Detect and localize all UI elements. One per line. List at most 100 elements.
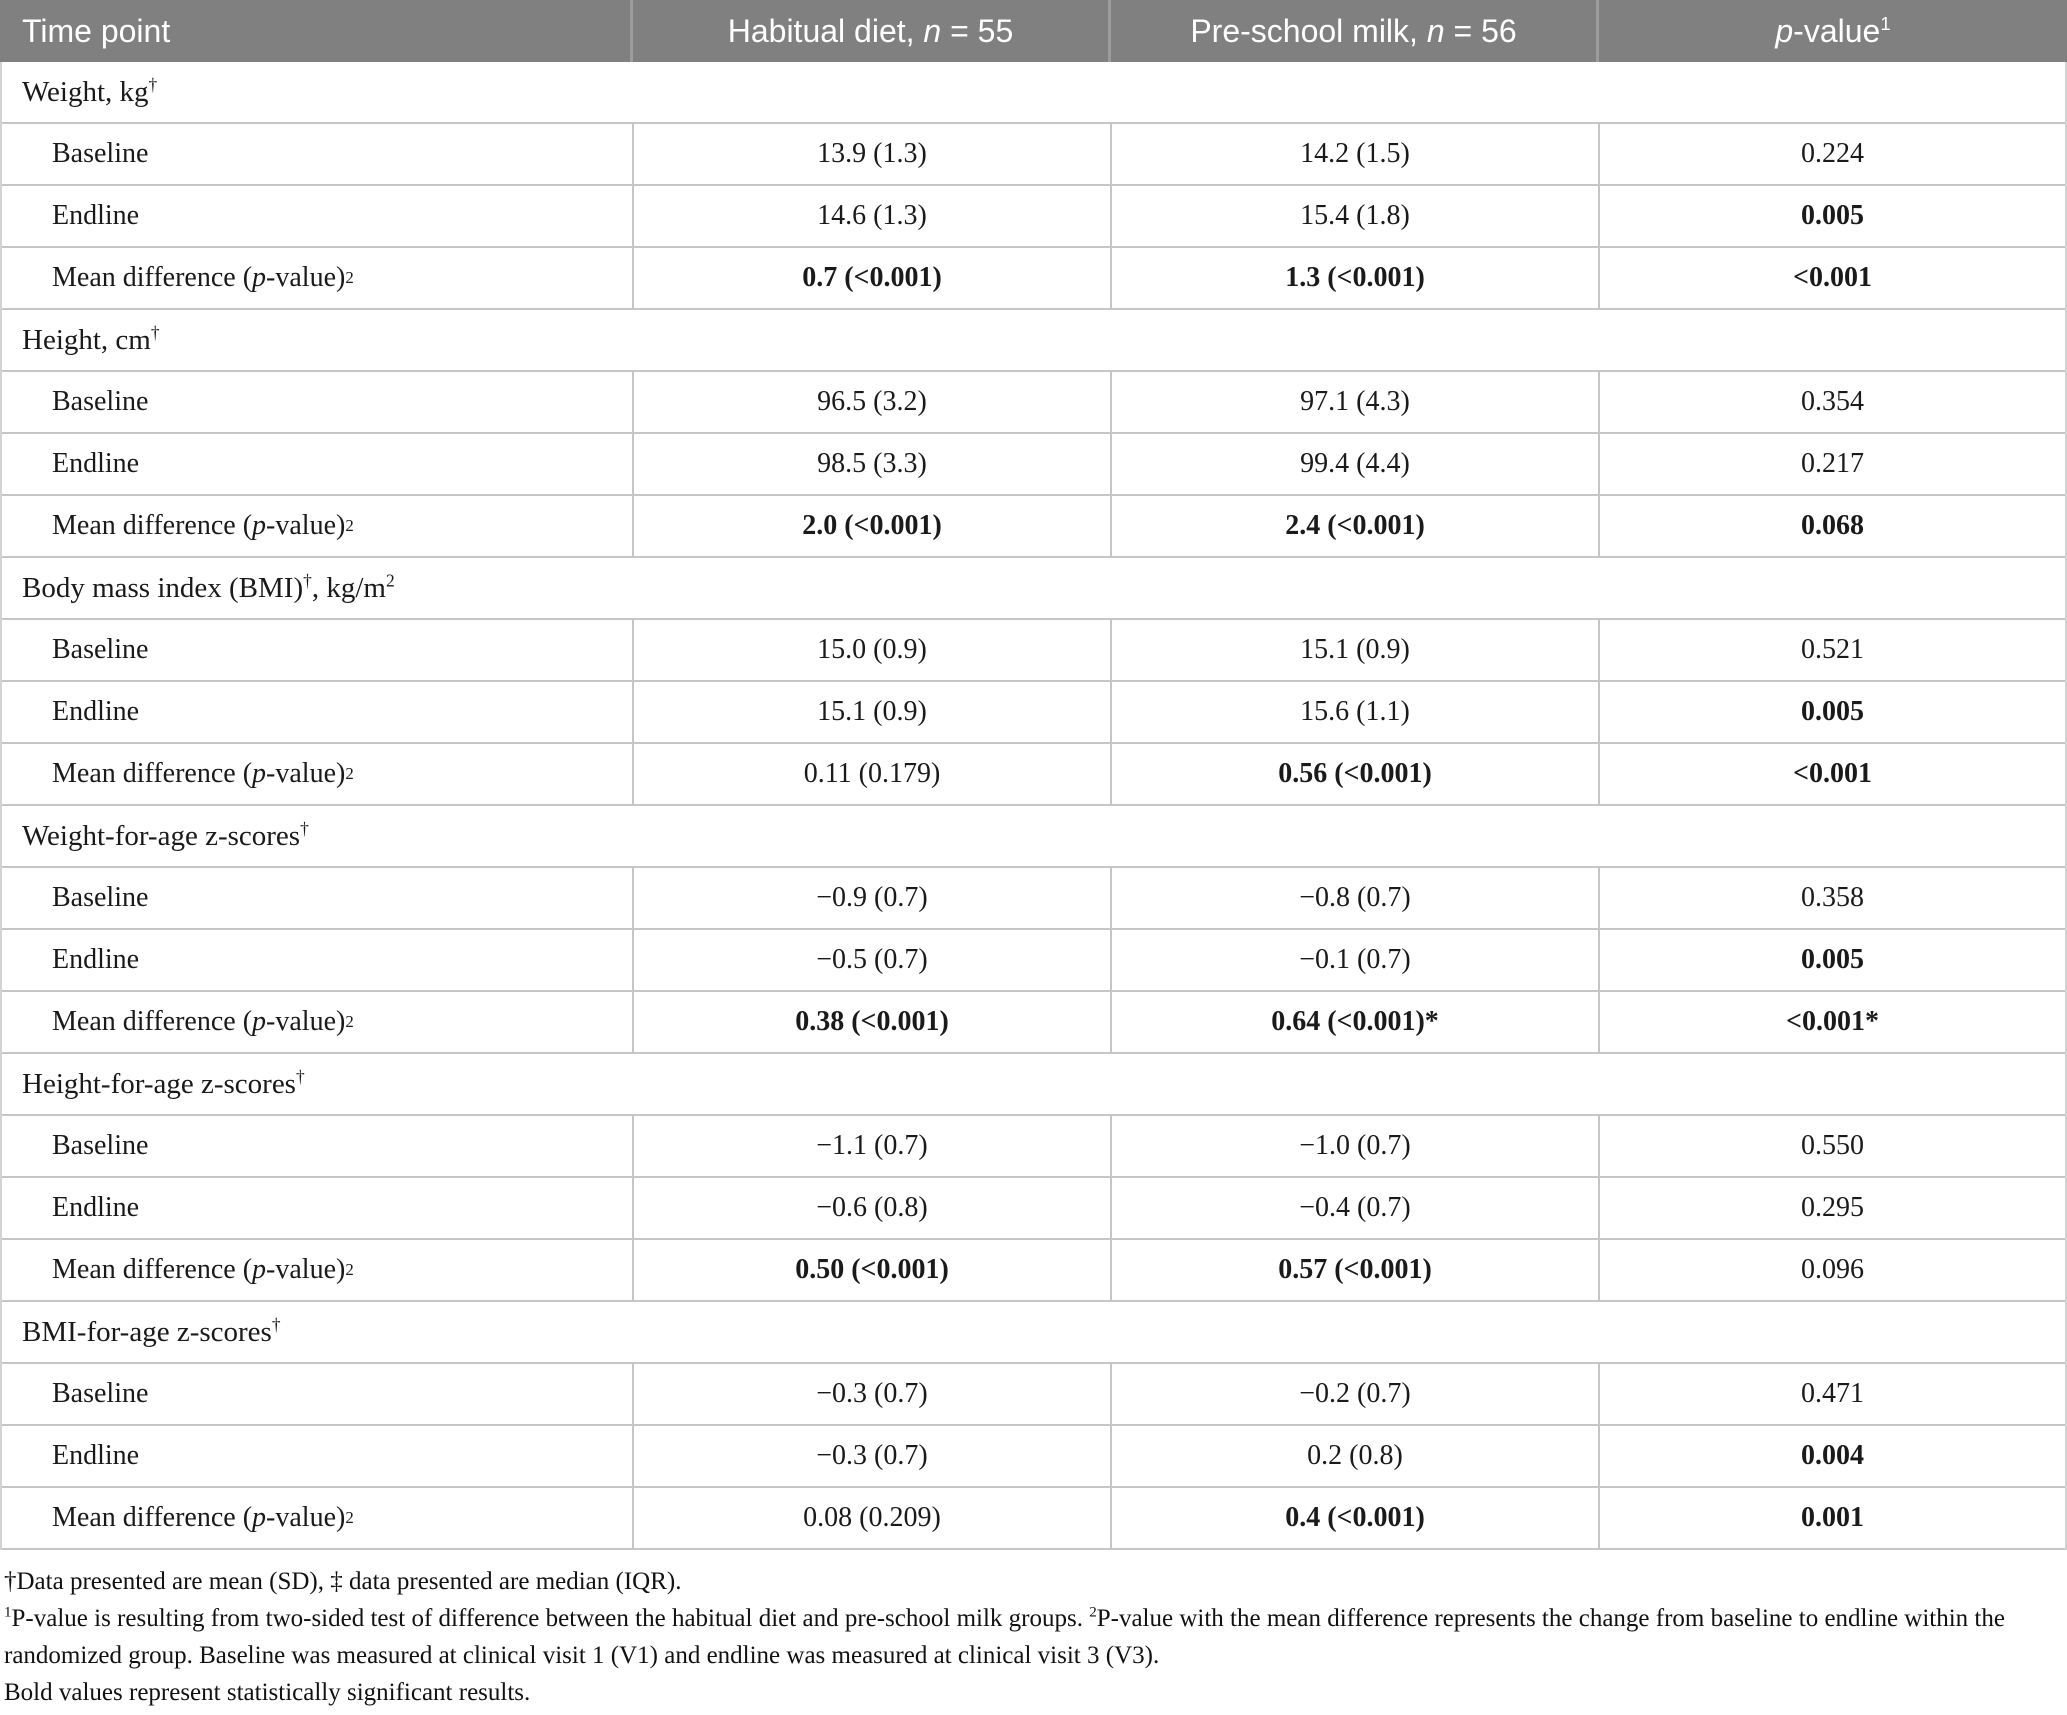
value-cell: 0.224: [1598, 124, 2065, 184]
row-label: Baseline: [52, 634, 149, 665]
table-row: Mean difference (p -value) 2 0.11 (0.179) 0.…: [2, 744, 2065, 806]
value-cell: 97.1 (4.3): [1110, 372, 1598, 432]
row-label: Endline: [52, 944, 140, 975]
value-cell: <0.001: [1598, 744, 2065, 804]
value-cell: 15.1 (0.9): [632, 682, 1110, 742]
row-label: Baseline: [52, 138, 149, 169]
value-cell: 14.6 (1.3): [632, 186, 1110, 246]
row-label: Endline: [52, 696, 140, 727]
section-header-row: Height-for-age z-scores†: [2, 1054, 2065, 1116]
value-cell: 0.64 (<0.001)*: [1110, 992, 1598, 1052]
row-label: Mean difference (p -value) 2: [52, 262, 354, 293]
table-row: Baseline −1.1 (0.7) −1.0 (0.7) 0.550: [2, 1116, 2065, 1178]
col-header-label: Time point: [22, 12, 171, 49]
table-row: Mean difference (p -value) 2 0.38 (<0.001) 0…: [2, 992, 2065, 1054]
footnote-bold-values: Bold values represent statistically sign…: [4, 1679, 531, 1706]
table-row: Endline 14.6 (1.3) 15.4 (1.8) 0.005: [2, 186, 2065, 248]
value-cell: 0.358: [1598, 868, 2065, 928]
table-row: Mean difference (p -value) 2 2.0 (<0.001) 2.…: [2, 496, 2065, 558]
value-cell: −0.2 (0.7): [1110, 1364, 1598, 1424]
table-row: Baseline −0.3 (0.7) −0.2 (0.7) 0.471: [2, 1364, 2065, 1426]
table-row: Baseline 15.0 (0.9) 15.1 (0.9) 0.521: [2, 620, 2065, 682]
table-row: Endline −0.5 (0.7) −0.1 (0.7) 0.005: [2, 930, 2065, 992]
value-cell: −0.9 (0.7): [632, 868, 1110, 928]
row-label: Endline: [52, 1192, 140, 1223]
value-cell: 0.068: [1598, 496, 2065, 556]
col-header-p-value: p-value1: [1596, 0, 2067, 62]
value-cell: 96.5 (3.2): [632, 372, 1110, 432]
table-row: Mean difference (p -value) 2 0.08 (0.209) 0.…: [2, 1488, 2065, 1550]
value-cell: 0.550: [1598, 1116, 2065, 1176]
row-label: Baseline: [52, 386, 149, 417]
value-cell: 0.005: [1598, 186, 2065, 246]
value-cell: 2.4 (<0.001): [1110, 496, 1598, 556]
table-row: Endline 98.5 (3.3) 99.4 (4.4) 0.217: [2, 434, 2065, 496]
table-row: Baseline 13.9 (1.3) 14.2 (1.5) 0.224: [2, 124, 2065, 186]
section-title: Height, cm†: [22, 321, 160, 356]
value-cell: −0.6 (0.8): [632, 1178, 1110, 1238]
value-cell: 0.521: [1598, 620, 2065, 680]
row-label: Mean difference (p -value) 2: [52, 1006, 354, 1037]
col-header-label: p-value1: [1775, 12, 1891, 49]
section-title: Weight, kg†: [22, 73, 158, 108]
value-cell: 0.471: [1598, 1364, 2065, 1424]
col-header-habitual-diet: Habitual diet, n = 55: [630, 0, 1108, 62]
table-row: Mean difference (p -value) 2 0.50 (<0.001) 0…: [2, 1240, 2065, 1302]
value-cell: −0.4 (0.7): [1110, 1178, 1598, 1238]
section-header-row: Weight-for-age z-scores†: [2, 806, 2065, 868]
section-title: Body mass index (BMI)†, kg/m2: [22, 569, 395, 604]
value-cell: 0.295: [1598, 1178, 2065, 1238]
value-cell: −0.3 (0.7): [632, 1426, 1110, 1486]
col-header-label: Habitual diet, n = 55: [727, 12, 1014, 49]
row-label: Mean difference (p -value) 2: [52, 1502, 354, 1533]
col-header-time-point: Time point: [0, 0, 630, 62]
value-cell: −0.8 (0.7): [1110, 868, 1598, 928]
value-cell: 15.0 (0.9): [632, 620, 1110, 680]
value-cell: 0.08 (0.209): [632, 1488, 1110, 1548]
value-cell: 0.096: [1598, 1240, 2065, 1300]
table-row: Endline −0.6 (0.8) −0.4 (0.7) 0.295: [2, 1178, 2065, 1240]
value-cell: 0.005: [1598, 682, 2065, 742]
value-cell: 0.4 (<0.001): [1110, 1488, 1598, 1548]
value-cell: −0.5 (0.7): [632, 930, 1110, 990]
table-row: Baseline −0.9 (0.7) −0.8 (0.7) 0.358: [2, 868, 2065, 930]
section-title: Height-for-age z-scores†: [22, 1065, 305, 1100]
value-cell: 2.0 (<0.001): [632, 496, 1110, 556]
value-cell: 15.4 (1.8): [1110, 186, 1598, 246]
value-cell: <0.001*: [1598, 992, 2065, 1052]
value-cell: 0.001: [1598, 1488, 2065, 1548]
table-row: Endline −0.3 (0.7) 0.2 (0.8) 0.004: [2, 1426, 2065, 1488]
value-cell: 0.57 (<0.001): [1110, 1240, 1598, 1300]
value-cell: 0.005: [1598, 930, 2065, 990]
row-label: Mean difference (p -value) 2: [52, 510, 354, 541]
value-cell: 0.004: [1598, 1426, 2065, 1486]
table-row: Mean difference (p -value) 2 0.7 (<0.001) 1.…: [2, 248, 2065, 310]
table-header-row: Time point Habitual diet, n = 55 Pre-sch…: [0, 0, 2067, 62]
row-label: Baseline: [52, 1378, 149, 1409]
row-label: Endline: [52, 200, 140, 231]
footnote-pvalue-definitions: 1P-value is resulting from two-sided tes…: [4, 1604, 2005, 1669]
section-title: BMI-for-age z-scores†: [22, 1313, 281, 1348]
row-label: Mean difference (p -value) 2: [52, 758, 354, 789]
value-cell: −0.1 (0.7): [1110, 930, 1598, 990]
value-cell: 0.217: [1598, 434, 2065, 494]
value-cell: 0.7 (<0.001): [632, 248, 1110, 308]
value-cell: −0.3 (0.7): [632, 1364, 1110, 1424]
section-header-row: BMI-for-age z-scores†: [2, 1302, 2065, 1364]
value-cell: 0.50 (<0.001): [632, 1240, 1110, 1300]
row-label: Endline: [52, 1440, 140, 1471]
table-row: Baseline 96.5 (3.2) 97.1 (4.3) 0.354: [2, 372, 2065, 434]
row-label: Endline: [52, 448, 140, 479]
value-cell: 15.1 (0.9): [1110, 620, 1598, 680]
value-cell: 0.2 (0.8): [1110, 1426, 1598, 1486]
section-header-row: Height, cm†: [2, 310, 2065, 372]
value-cell: 0.11 (0.179): [632, 744, 1110, 804]
section-header-row: Body mass index (BMI)†, kg/m2: [2, 558, 2065, 620]
row-label: Mean difference (p -value) 2: [52, 1254, 354, 1285]
value-cell: −1.1 (0.7): [632, 1116, 1110, 1176]
value-cell: −1.0 (0.7): [1110, 1116, 1598, 1176]
value-cell: 99.4 (4.4): [1110, 434, 1598, 494]
value-cell: <0.001: [1598, 248, 2065, 308]
row-label: Baseline: [52, 1130, 149, 1161]
